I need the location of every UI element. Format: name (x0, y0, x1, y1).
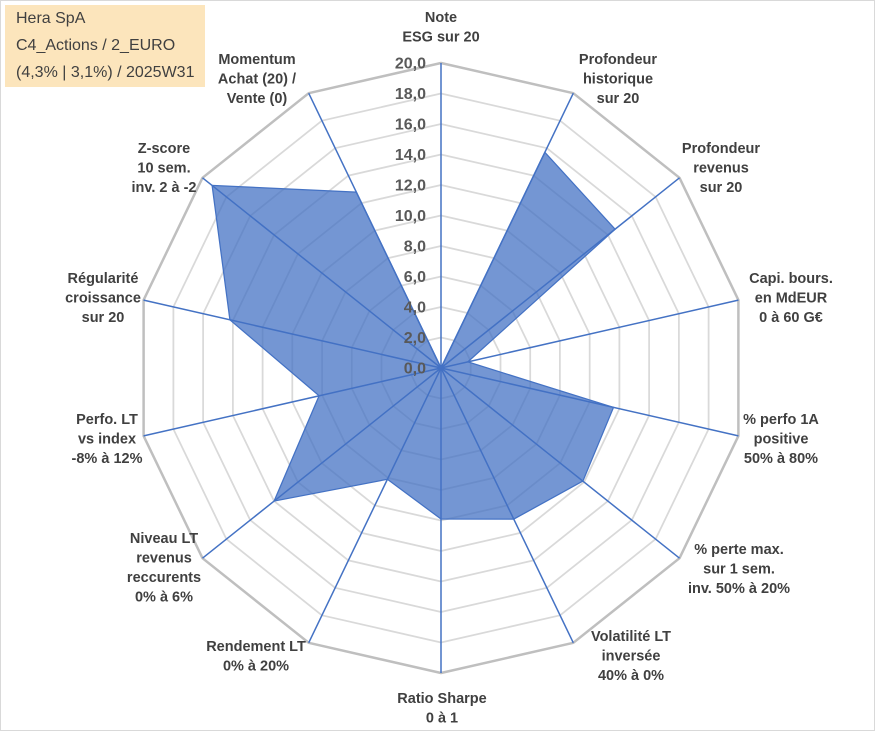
category-label-line: 0 à 1 (426, 711, 458, 727)
category-label: Profondeur historique sur 20 (579, 52, 657, 107)
category-label-line: 0% à 6% (135, 590, 193, 606)
radial-tick-labels: 0,0 2,0 4,0 6,0 8,0 10,0 12,0 14,0 16,0 18,0 20,0 (395, 56, 426, 378)
radial-tick-label: 4,0 (404, 300, 426, 317)
axis-spoke (440, 299, 739, 369)
category-label-line: inv. 50% à 20% (688, 581, 790, 597)
category-label-line: % perfo 1A (743, 412, 819, 428)
category-label: Rendement LT 0% à 20% (206, 639, 306, 675)
category-label-line: Achat (20) / (218, 72, 296, 88)
category-label: Note ESG sur 20 (402, 10, 479, 46)
category-label-line: sur 1 sem. (703, 562, 775, 578)
category-label-line: en MdEUR (755, 291, 828, 307)
category-label: Ratio Sharpe 0 à 1 (397, 691, 486, 727)
category-label: Niveau LT revenus reccurents 0% à 6% (127, 531, 201, 606)
category-label: Profondeur revenus sur 20 (682, 141, 760, 196)
category-label-line: Niveau LT (130, 531, 198, 547)
category-label-line: croissance (65, 291, 141, 307)
chart-title: Hera SpA (16, 10, 86, 27)
radial-tick-label: 14,0 (395, 147, 426, 164)
category-label: Z-score 10 sem. inv. 2 à -2 (131, 141, 196, 196)
category-label-line: 40% à 0% (598, 668, 664, 684)
category-label-line: vs index (78, 432, 136, 448)
category-label-line: Régularité (68, 271, 139, 287)
radial-tick-label: 12,0 (395, 178, 426, 195)
category-label: % perfo 1A positive 50% à 80% (743, 412, 819, 467)
data-area (211, 151, 616, 520)
category-label-line: sur 20 (597, 91, 640, 107)
category-label-line: 0% à 20% (223, 659, 289, 675)
category-label-line: Z-score (138, 141, 190, 157)
category-label-line: Perfo. LT (76, 412, 138, 428)
category-label-line: sur 20 (82, 310, 125, 326)
category-label-line: revenus (693, 161, 749, 177)
chart-subtitle-line: C4_Actions / 2_EURO (16, 37, 176, 54)
radial-tick-label: 2,0 (404, 330, 426, 347)
title-box: Hera SpA C4_Actions / 2_EURO (4,3% | 3,1… (5, 5, 205, 87)
category-label: Momentum Achat (20) / Vente (0) (218, 52, 296, 107)
category-label-line: 10 sem. (137, 161, 190, 177)
category-label-line: sur 20 (700, 180, 743, 196)
category-label-line: Profondeur (579, 52, 657, 68)
radial-tick-label: 16,0 (395, 117, 426, 134)
category-label-line: Momentum (218, 52, 295, 68)
category-label-line: -8% à 12% (72, 451, 143, 467)
radial-tick-label: 20,0 (395, 56, 426, 73)
chart-subtitle-line: (4,3% | 3,1%) / 2025W31 (16, 64, 195, 81)
category-label-line: revenus (136, 551, 192, 567)
radial-tick-label: 10,0 (395, 208, 426, 225)
category-label-line: Vente (0) (227, 91, 288, 107)
category-label-line: Ratio Sharpe (397, 691, 486, 707)
category-label-line: Profondeur (682, 141, 760, 157)
category-label: Capi. bours. en MdEUR 0 à 60 G€ (749, 271, 833, 326)
category-label: % perte max. sur 1 sem. inv. 50% à 20% (688, 542, 790, 597)
category-label-line: Rendement LT (206, 639, 306, 655)
category-label-line: Volatilité LT (591, 629, 671, 645)
category-label-line: historique (583, 72, 653, 88)
category-label-line: positive (754, 432, 809, 448)
radial-tick-label: 18,0 (395, 86, 426, 103)
category-label-line: ESG sur 20 (402, 30, 479, 46)
category-label-line: 0 à 60 G€ (759, 310, 823, 326)
category-label-line: % perte max. (694, 542, 783, 558)
category-labels: Note ESG sur 20 Profondeur historique sur 20… (65, 10, 833, 727)
radial-tick-label: 8,0 (404, 239, 426, 256)
radial-tick-label: 6,0 (404, 269, 426, 286)
category-label-line: Capi. bours. (749, 271, 833, 287)
category-label: Perfo. LT vs index -8% à 12% (72, 412, 143, 467)
category-label-line: inv. 2 à -2 (131, 180, 196, 196)
category-label-line: Note (425, 10, 457, 26)
radial-tick-label: 0,0 (404, 361, 426, 378)
category-label-line: 50% à 80% (744, 451, 818, 467)
data-series (211, 151, 616, 520)
category-label: Volatilité LT inversée 40% à 0% (591, 629, 671, 684)
category-label-line: inversée (602, 649, 661, 665)
category-label: Régularité croissance sur 20 (65, 271, 141, 326)
category-label-line: reccurents (127, 570, 201, 586)
